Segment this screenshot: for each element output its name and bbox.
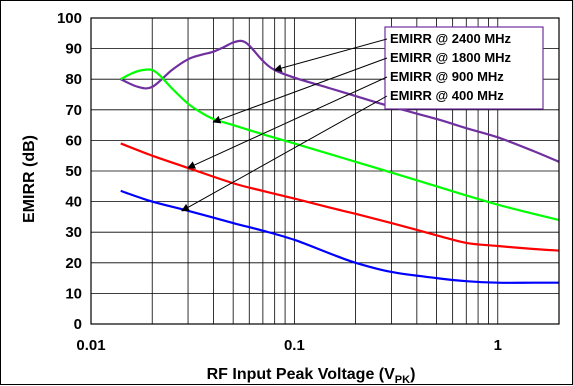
y-tick-label: 0 [74, 316, 82, 333]
series-line-2 [120, 142, 560, 252]
y-tick-label: 30 [65, 224, 82, 241]
x-axis-title-subscript: PK [395, 374, 410, 386]
x-tick-label: 0.01 [76, 337, 105, 354]
legend-box [384, 26, 544, 110]
y-tick-label: 100 [57, 10, 82, 27]
x-axis-title-main: RF Input Peak Voltage (V [207, 366, 396, 383]
y-tick-label: 50 [65, 163, 82, 180]
y-tick-label: 60 [65, 132, 82, 149]
x-tick-label: 0.1 [284, 337, 305, 354]
y-tick-label: 40 [65, 194, 82, 211]
legend-pointer-arrow [187, 76, 388, 169]
series-layer [120, 39, 560, 284]
y-tick-label: 80 [65, 71, 82, 88]
y-axis-title: EMIRR (dB) [21, 135, 38, 223]
legend-pointer-arrow [273, 38, 388, 73]
legend-entry: EMIRR @ 1800 MHz [390, 50, 512, 65]
x-tick-label: 1 [494, 337, 502, 354]
series-line-1 [120, 68, 560, 222]
legend-pointer-arrow [212, 57, 388, 124]
series-line-0 [120, 39, 560, 163]
legend: EMIRR @ 2400 MHz EMIRR @ 1800 MHz EMIRR @ … [181, 26, 544, 212]
legend-entry: EMIRR @ 400 MHz [390, 88, 504, 103]
plot-border [90, 17, 560, 325]
series-line-3 [120, 189, 559, 284]
y-tick-label: 70 [65, 102, 82, 119]
y-tick-label: 10 [65, 285, 82, 302]
tick-labels: 0 10 20 30 40 50 60 70 80 90 100 0.01 0.1 1 [57, 10, 502, 354]
y-tick-label: 20 [65, 255, 82, 272]
x-axis-title-close: ) [410, 366, 415, 383]
legend-entry: EMIRR @ 900 MHz [390, 69, 504, 84]
y-tick-label: 90 [65, 41, 82, 58]
legend-entry: EMIRR @ 2400 MHz [390, 31, 512, 46]
x-axis-title: RF Input Peak Voltage (VPK) [207, 366, 416, 386]
legend-pointer-arrow [181, 95, 388, 212]
